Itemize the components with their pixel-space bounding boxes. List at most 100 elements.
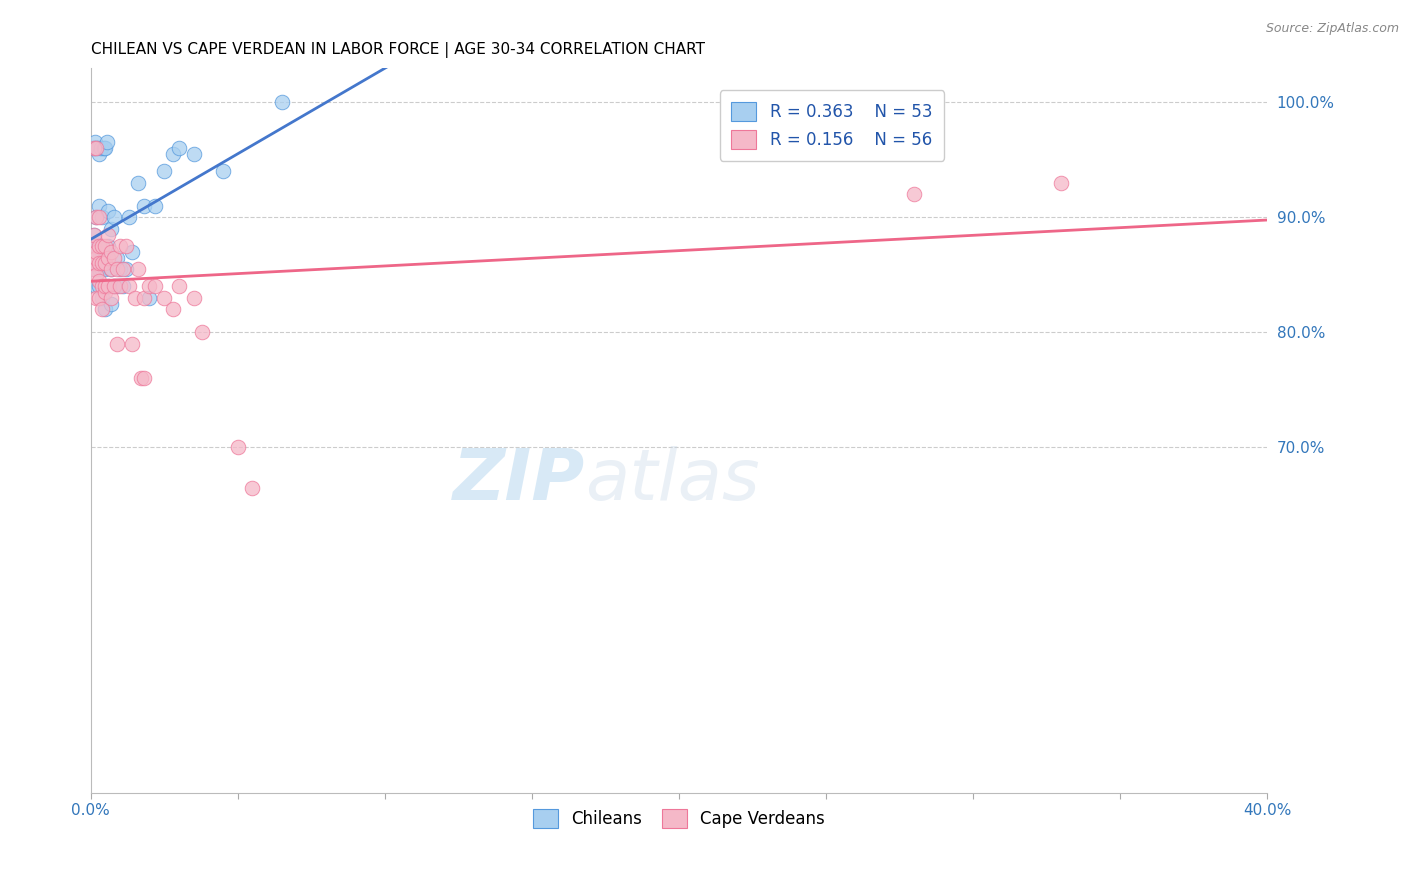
Point	[100, 262, 122, 277]
Point	[153, 291, 176, 305]
Point	[91, 244, 114, 259]
Point	[143, 279, 166, 293]
Point	[91, 256, 114, 270]
Point	[89, 211, 111, 225]
Point	[94, 279, 117, 293]
Point	[97, 239, 120, 253]
Point	[105, 262, 128, 277]
Point	[89, 279, 111, 293]
Point	[240, 481, 263, 495]
Point	[94, 239, 117, 253]
Point	[153, 164, 176, 178]
Point	[100, 221, 122, 235]
Point	[183, 147, 205, 161]
Point	[89, 199, 111, 213]
Point	[83, 239, 105, 253]
Point	[121, 244, 143, 259]
Point	[84, 136, 107, 150]
Point	[100, 296, 122, 310]
Point	[124, 291, 146, 305]
Point	[91, 239, 114, 253]
Point	[111, 279, 134, 293]
Point	[90, 141, 112, 155]
Point	[118, 279, 141, 293]
Point	[86, 141, 108, 155]
Point	[108, 262, 131, 277]
Point	[167, 279, 190, 293]
Point	[83, 141, 105, 155]
Point	[191, 326, 214, 340]
Point	[115, 262, 138, 277]
Point	[132, 199, 155, 213]
Point	[89, 147, 111, 161]
Point	[91, 291, 114, 305]
Point	[132, 291, 155, 305]
Point	[83, 239, 105, 253]
Point	[167, 141, 190, 155]
Point	[143, 199, 166, 213]
Point	[108, 239, 131, 253]
Point	[103, 251, 125, 265]
Text: atlas: atlas	[585, 446, 759, 516]
Point	[94, 302, 117, 317]
Point	[83, 251, 105, 265]
Text: Source: ZipAtlas.com: Source: ZipAtlas.com	[1265, 22, 1399, 36]
Point	[97, 279, 120, 293]
Point	[138, 279, 160, 293]
Point	[270, 95, 292, 110]
Point	[83, 141, 105, 155]
Point	[103, 211, 125, 225]
Point	[94, 285, 117, 299]
Point	[127, 262, 149, 277]
Point	[105, 279, 128, 293]
Point	[105, 251, 128, 265]
Point	[86, 262, 108, 277]
Point	[108, 279, 131, 293]
Point	[1050, 176, 1073, 190]
Point	[105, 336, 128, 351]
Point	[103, 279, 125, 293]
Point	[97, 204, 120, 219]
Point	[162, 302, 184, 317]
Point	[115, 239, 138, 253]
Point	[162, 147, 184, 161]
Point	[83, 141, 105, 155]
Point	[94, 262, 117, 277]
Point	[903, 187, 925, 202]
Point	[86, 244, 108, 259]
Point	[89, 291, 111, 305]
Point	[129, 371, 152, 385]
Point	[89, 274, 111, 288]
Point	[96, 136, 118, 150]
Point	[86, 239, 108, 253]
Point	[100, 244, 122, 259]
Point	[83, 227, 105, 242]
Point	[100, 262, 122, 277]
Point	[93, 141, 115, 155]
Point	[103, 279, 125, 293]
Point	[86, 251, 108, 265]
Point	[87, 141, 110, 155]
Point	[183, 291, 205, 305]
Point	[86, 268, 108, 282]
Point	[89, 262, 111, 277]
Point	[97, 227, 120, 242]
Point	[91, 262, 114, 277]
Point	[86, 211, 108, 225]
Point	[138, 291, 160, 305]
Point	[91, 279, 114, 293]
Point	[97, 251, 120, 265]
Point	[94, 141, 117, 155]
Point	[97, 279, 120, 293]
Point	[118, 211, 141, 225]
Point	[121, 336, 143, 351]
Point	[226, 441, 249, 455]
Point	[83, 262, 105, 277]
Point	[83, 262, 105, 277]
Legend: Chileans, Cape Verdeans: Chileans, Cape Verdeans	[526, 803, 831, 835]
Point	[89, 256, 111, 270]
Point	[100, 291, 122, 305]
Point	[132, 371, 155, 385]
Point	[83, 256, 105, 270]
Point	[94, 256, 117, 270]
